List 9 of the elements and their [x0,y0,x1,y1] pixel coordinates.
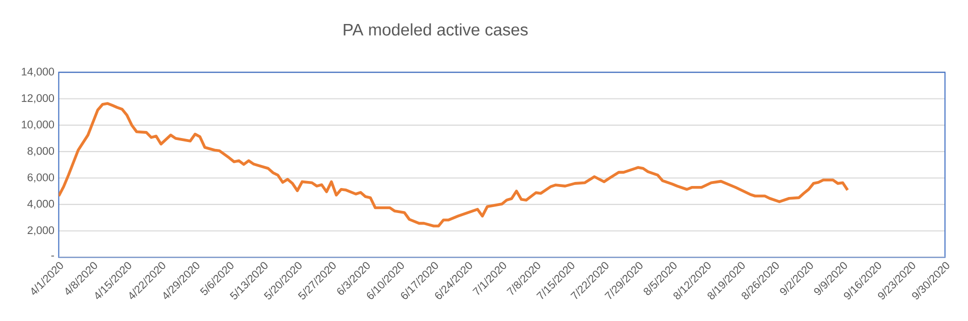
y-tick-label: 2,000 [28,226,54,236]
chart-title: PA modeled active cases [344,23,528,36]
y-tick-label: 6,000 [28,173,54,183]
y-tick-label: 4,000 [27,200,54,209]
y-tick-label: 12,000 [22,94,54,104]
y-tick-label: 8,000 [28,147,54,156]
y-tick-label: 14,000 [22,68,54,77]
line-series [58,102,849,228]
y-tick-label: 10,000 [22,120,54,130]
